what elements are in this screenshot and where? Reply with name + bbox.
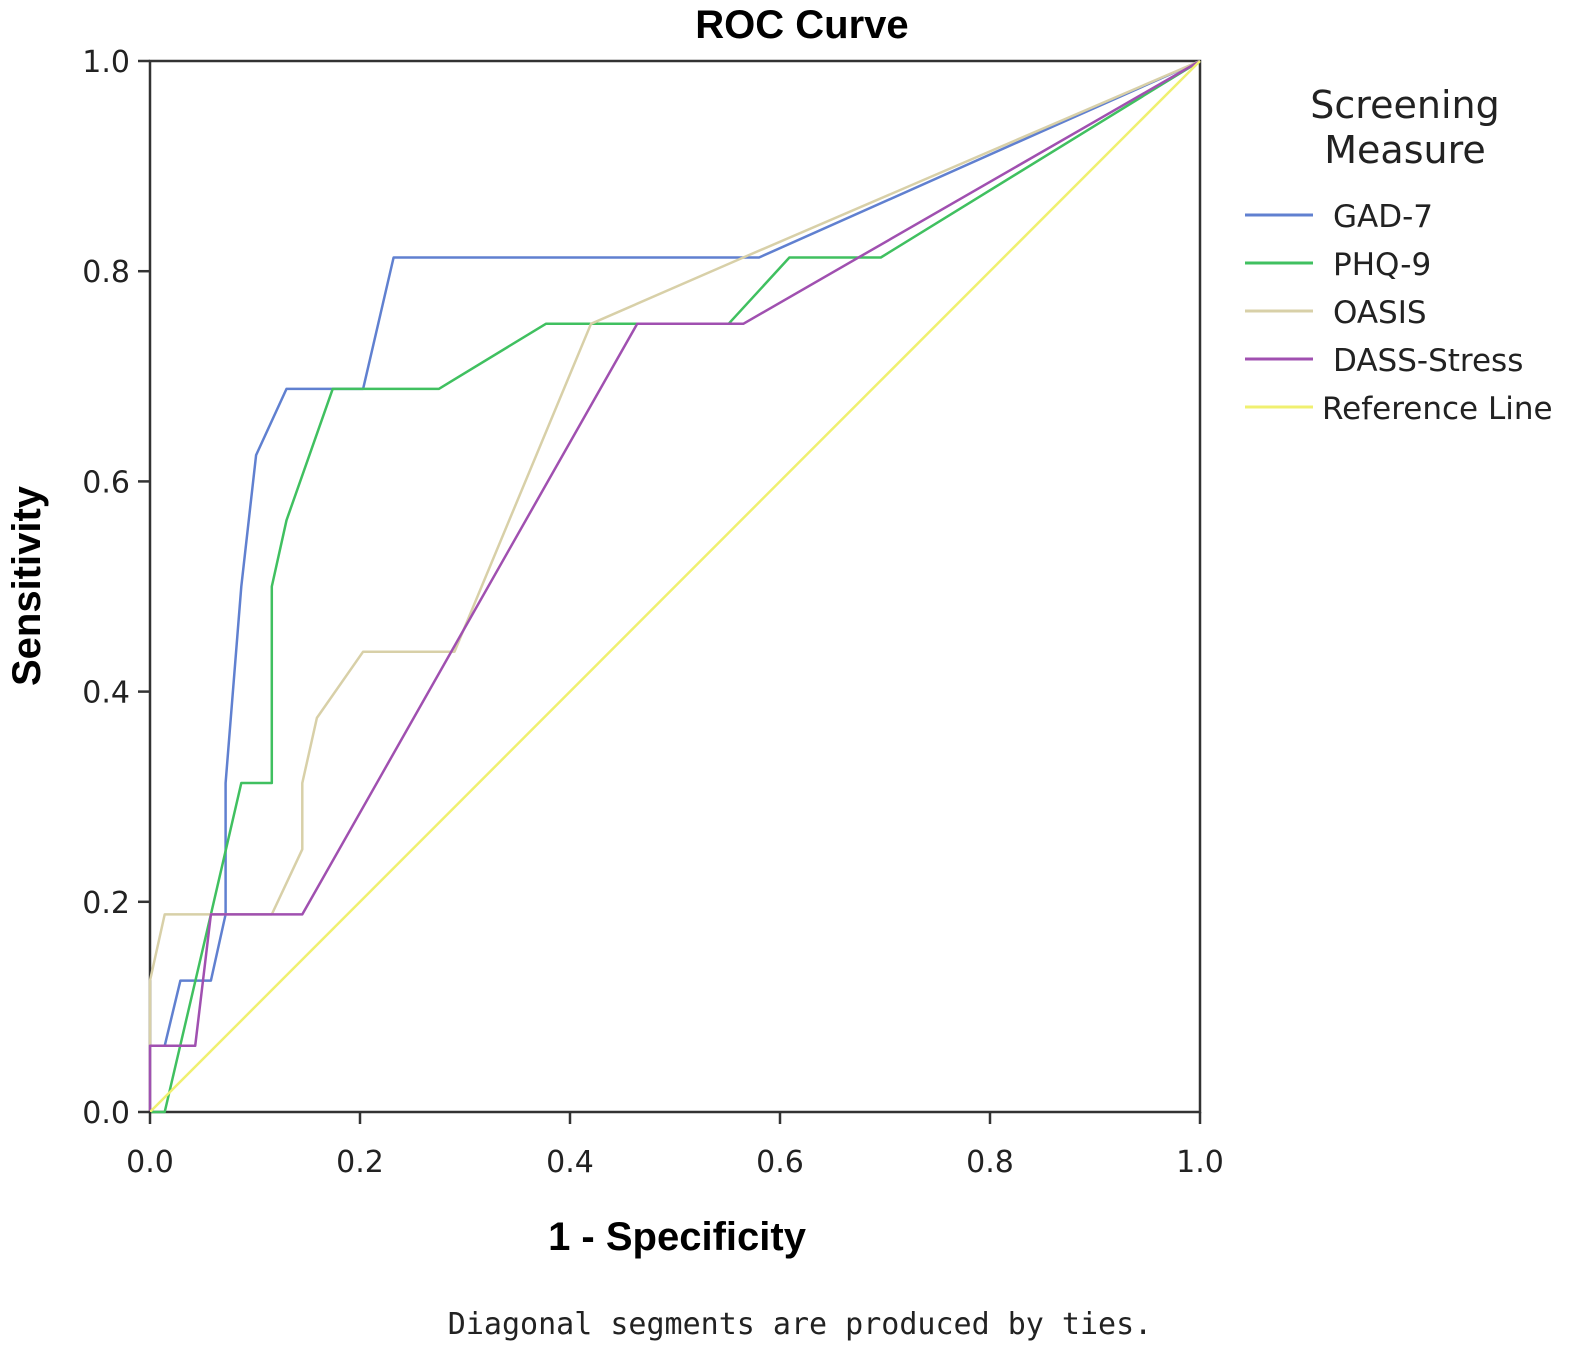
x-tick-label: 0.8 <box>966 1145 1014 1180</box>
plot-area <box>148 59 1202 1114</box>
plot-frame <box>148 59 1202 1114</box>
legend-item-phq-9: PHQ-9 <box>1245 247 1431 283</box>
legend-title-line2: Measure <box>1324 128 1486 172</box>
legend-item-dass-stress: DASS-Stress <box>1245 343 1523 379</box>
y-tick-label: 0.8 <box>82 255 130 290</box>
x-tick-label: 0.2 <box>336 1145 384 1180</box>
legend-item-gad-7: GAD-7 <box>1245 199 1433 235</box>
series-line-reference-line <box>149 60 1201 1113</box>
legend: Screening Measure GAD-7 PHQ-9 OASIS DASS-St… <box>1245 83 1553 427</box>
x-tick-label: 0.4 <box>546 1145 594 1180</box>
legend-items: GAD-7 PHQ-9 OASIS DASS-Stress Reference Line <box>1245 199 1553 427</box>
legend-label: OASIS <box>1333 295 1427 331</box>
chart-title: ROC Curve <box>695 3 908 47</box>
x-tick-label: 1.0 <box>1176 1145 1224 1180</box>
y-tick-label: 1.0 <box>82 45 130 80</box>
y-axis-ticks: 0.0 0.2 0.4 0.6 0.8 1.0 <box>82 45 150 1131</box>
x-axis-title: 1 - Specificity <box>548 1215 807 1259</box>
series-line-gad-7 <box>148 59 1201 1112</box>
x-tick-label: 0.0 <box>126 1145 174 1180</box>
legend-label: Reference Line <box>1322 391 1553 427</box>
legend-label: DASS-Stress <box>1333 343 1523 379</box>
x-axis-ticks: 0.0 0.2 0.4 0.6 0.8 1.0 <box>126 1112 1224 1180</box>
y-tick-label: 0.4 <box>82 676 130 711</box>
series-line-phq-9 <box>150 59 1201 1114</box>
x-tick-label: 0.6 <box>756 1145 804 1180</box>
y-tick-label: 0.6 <box>82 465 130 500</box>
legend-label: GAD-7 <box>1333 199 1433 235</box>
series-group <box>148 59 1201 1114</box>
legend-label: PHQ-9 <box>1333 247 1431 283</box>
legend-item-reference-line: Reference Line <box>1245 391 1553 427</box>
series-line-oasis <box>148 59 1201 1112</box>
legend-item-oasis: OASIS <box>1245 295 1427 331</box>
y-tick-label: 0.2 <box>82 886 130 921</box>
legend-title-line1: Screening <box>1310 83 1499 127</box>
y-axis-title: Sensitivity <box>5 485 49 686</box>
series-line-dass-stress <box>148 59 1201 1112</box>
footnote: Diagonal segments are produced by ties. <box>448 1307 1152 1342</box>
y-tick-label: 0.0 <box>82 1096 130 1131</box>
